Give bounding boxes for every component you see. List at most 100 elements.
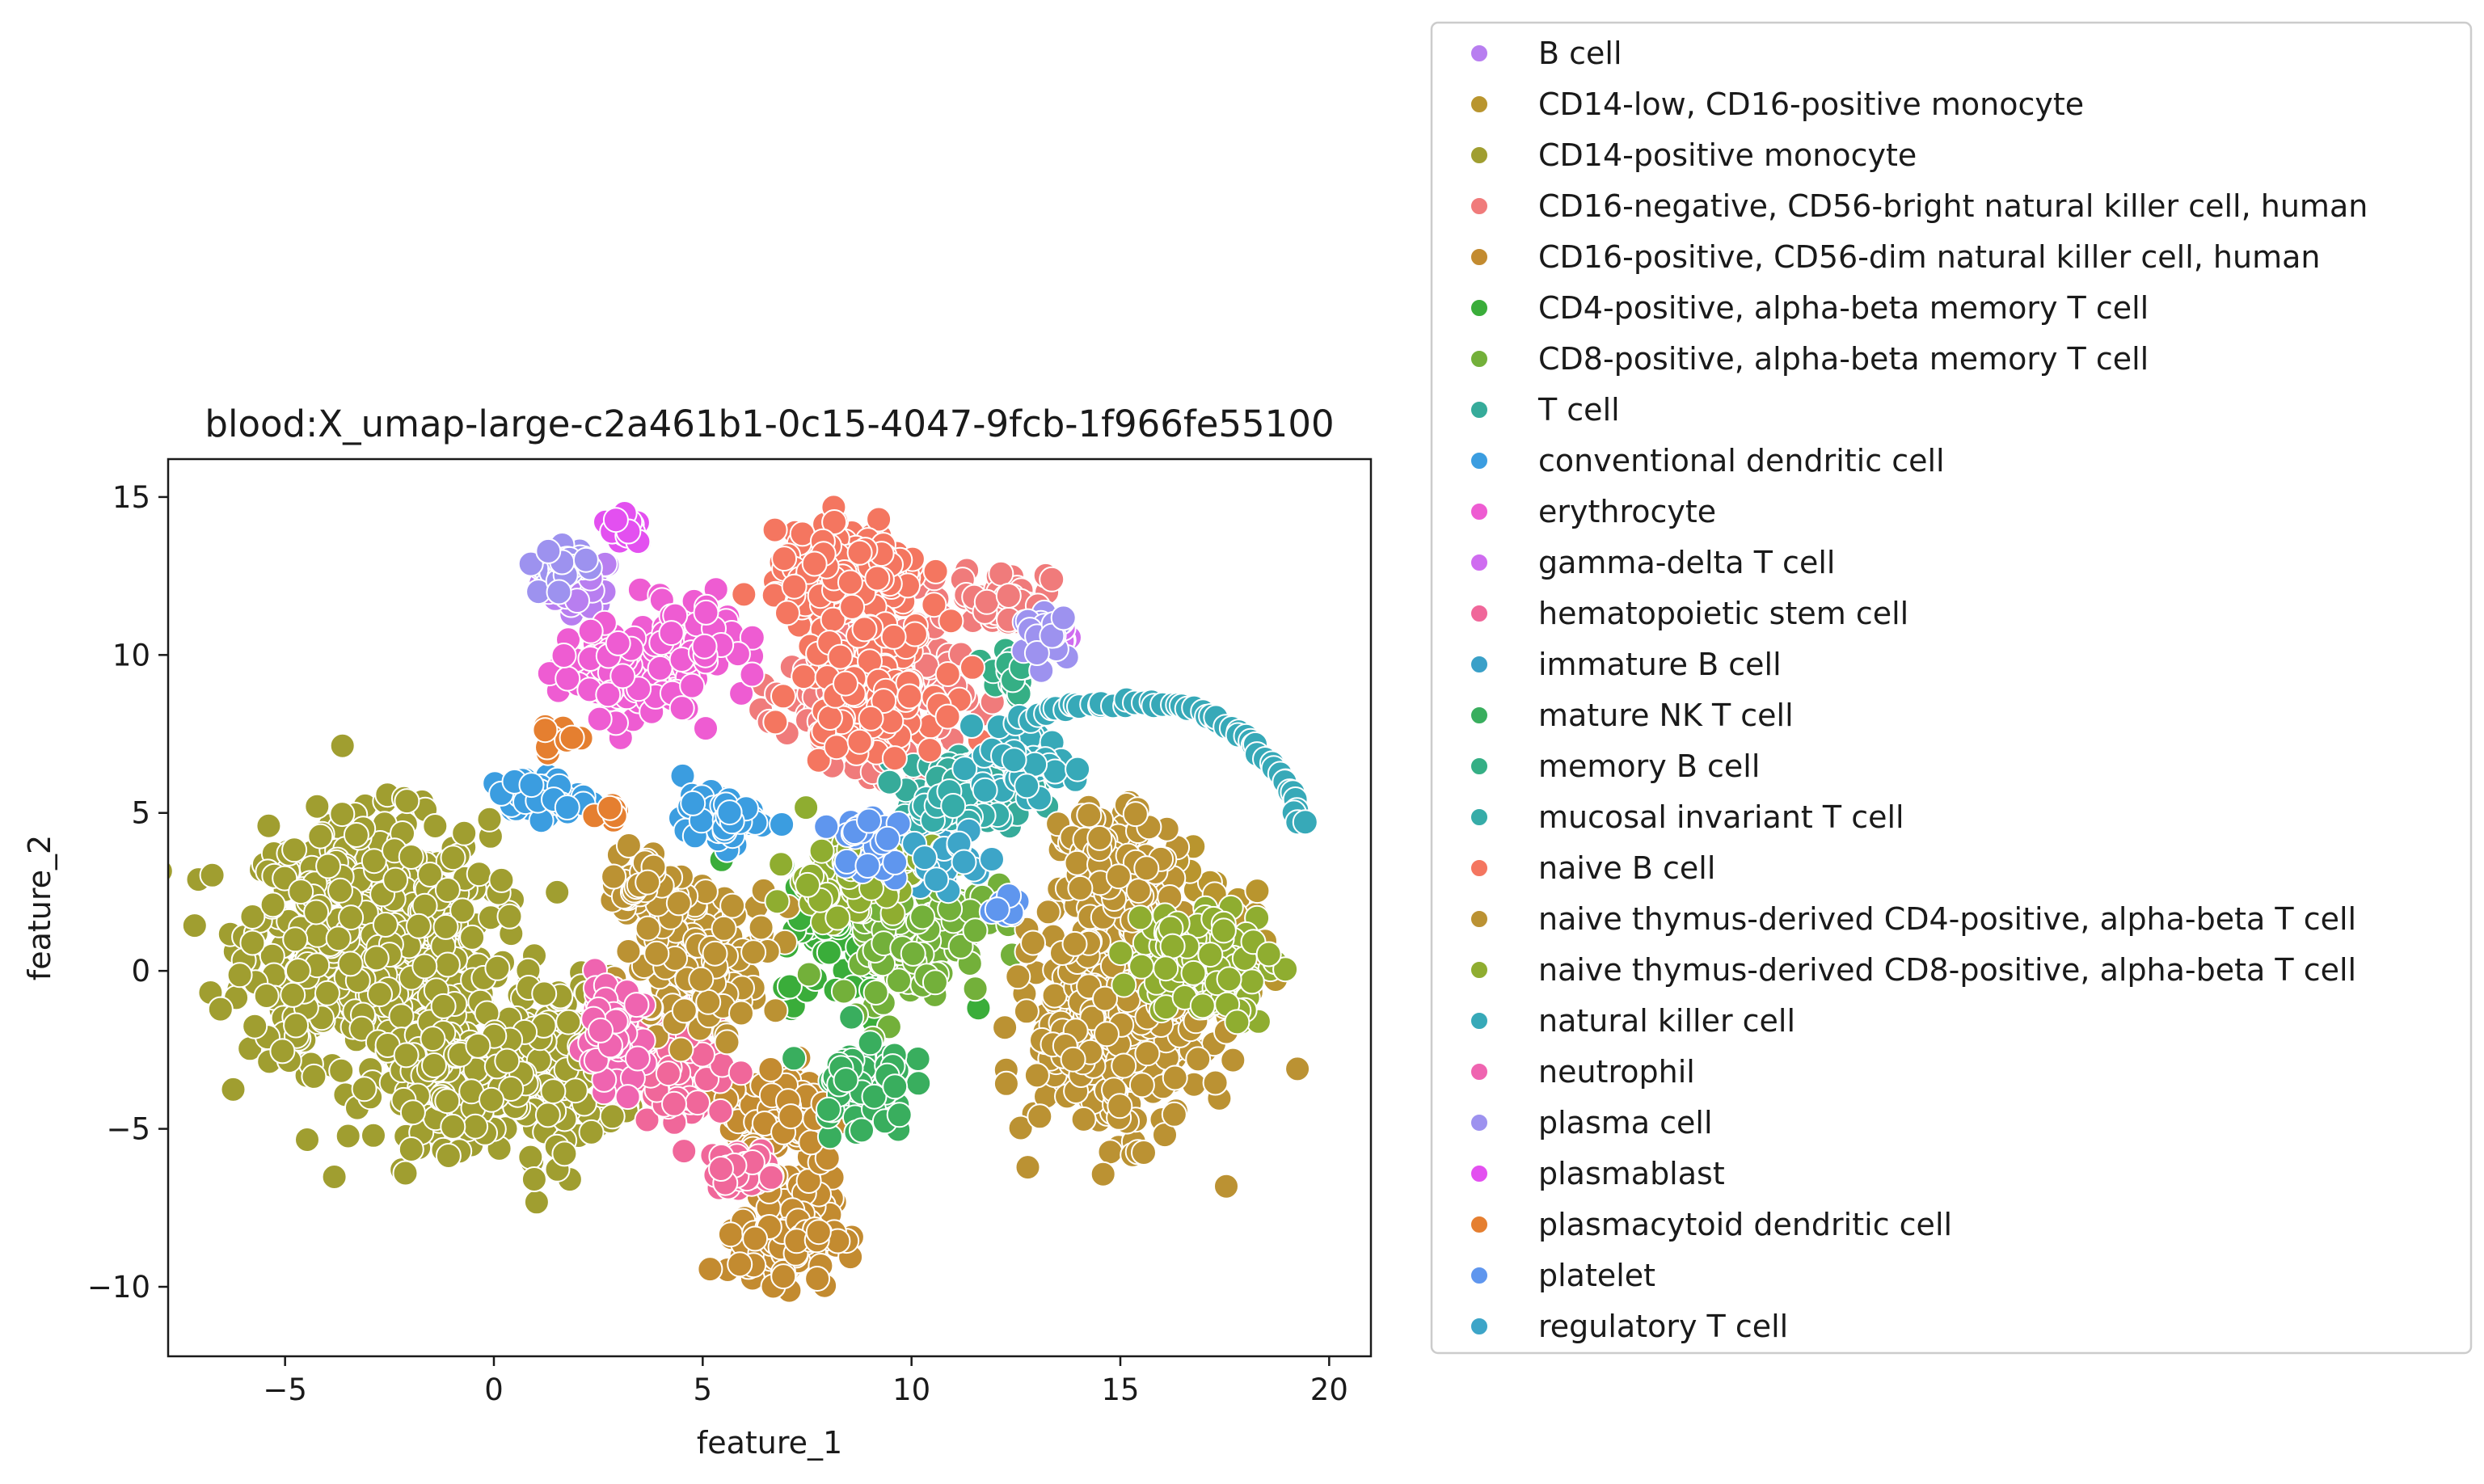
data-point bbox=[880, 623, 907, 650]
data-point bbox=[912, 845, 938, 871]
data-point bbox=[1292, 809, 1318, 836]
data-point bbox=[199, 862, 226, 888]
data-point bbox=[181, 913, 208, 939]
data-point bbox=[959, 713, 985, 739]
data-point bbox=[518, 772, 545, 799]
data-point bbox=[1224, 1009, 1250, 1035]
data-point bbox=[1014, 1154, 1041, 1181]
legend-label: B cell bbox=[1538, 36, 1622, 71]
data-point bbox=[813, 813, 840, 840]
data-point bbox=[934, 703, 961, 730]
data-point bbox=[830, 978, 857, 1005]
series-cd14-positive-monocyte bbox=[168, 732, 656, 1216]
data-point bbox=[392, 1160, 419, 1187]
data-point bbox=[572, 546, 599, 573]
data-point bbox=[876, 769, 903, 795]
data-point bbox=[668, 695, 695, 722]
series-plasmablast bbox=[593, 500, 653, 556]
legend-item: CD16-negative, CD56-bright natural kille… bbox=[1470, 188, 2368, 224]
data-point bbox=[693, 599, 719, 626]
legend-marker bbox=[1470, 1317, 1489, 1336]
data-point bbox=[661, 1090, 687, 1117]
data-point bbox=[325, 925, 352, 952]
legend-marker bbox=[1470, 145, 1489, 165]
legend-item: CD16-positive, CD56-dim natural killer c… bbox=[1470, 239, 2320, 275]
legend-marker bbox=[1470, 909, 1489, 929]
data-point bbox=[363, 945, 390, 972]
data-point bbox=[294, 1127, 320, 1153]
data-point bbox=[283, 1012, 310, 1039]
data-point bbox=[962, 917, 989, 944]
data-point bbox=[1128, 1072, 1155, 1098]
data-point bbox=[984, 896, 1010, 923]
data-point bbox=[496, 903, 523, 930]
data-point bbox=[586, 706, 613, 732]
data-point bbox=[679, 672, 706, 699]
data-point bbox=[922, 558, 949, 584]
data-point bbox=[484, 955, 511, 981]
data-point bbox=[315, 853, 342, 879]
points-layer bbox=[168, 494, 1318, 1304]
data-point bbox=[242, 1013, 268, 1039]
data-point bbox=[862, 980, 889, 1005]
data-point bbox=[823, 734, 850, 761]
y-tick-label: −5 bbox=[106, 1112, 150, 1147]
data-point bbox=[771, 546, 798, 572]
data-point bbox=[1064, 850, 1090, 876]
data-point bbox=[979, 846, 1005, 872]
data-point bbox=[702, 940, 728, 967]
legend-label: neutrophil bbox=[1538, 1054, 1695, 1090]
legend-marker bbox=[1470, 196, 1489, 216]
data-point bbox=[816, 705, 843, 731]
data-point bbox=[1128, 953, 1155, 980]
legend-marker bbox=[1470, 502, 1489, 521]
data-point bbox=[609, 663, 636, 689]
data-point bbox=[517, 1144, 544, 1170]
legend-marker bbox=[1470, 553, 1489, 572]
legend-item: plasmacytoid dendritic cell bbox=[1470, 1207, 1952, 1242]
legend-marker bbox=[1470, 807, 1489, 827]
data-point bbox=[432, 913, 459, 940]
y-tick-label: 10 bbox=[112, 638, 150, 672]
data-point bbox=[1070, 1106, 1097, 1132]
legend-label: naive thymus-derived CD4-positive, alpha… bbox=[1538, 901, 2356, 937]
legend-marker bbox=[1470, 655, 1489, 674]
data-point bbox=[938, 608, 964, 634]
data-point bbox=[905, 1070, 932, 1097]
data-point bbox=[839, 593, 866, 620]
data-point bbox=[856, 807, 882, 834]
data-point bbox=[361, 1122, 386, 1149]
data-point bbox=[685, 1090, 711, 1116]
data-point bbox=[399, 1099, 426, 1126]
data-point bbox=[833, 848, 860, 875]
data-point bbox=[1189, 993, 1216, 1019]
legend-label: regulatory T cell bbox=[1538, 1309, 1788, 1344]
legend-label: plasmablast bbox=[1538, 1156, 1725, 1191]
x-tick-label: 20 bbox=[1310, 1372, 1348, 1407]
data-point bbox=[748, 914, 774, 941]
legend-label: CD16-negative, CD56-bright natural kille… bbox=[1538, 188, 2368, 224]
data-point bbox=[301, 1063, 327, 1090]
x-tick-label: 10 bbox=[892, 1372, 930, 1407]
data-point bbox=[597, 795, 623, 821]
data-point bbox=[1216, 966, 1242, 993]
legend-marker bbox=[1470, 1164, 1489, 1183]
data-point bbox=[1210, 917, 1237, 944]
data-point bbox=[864, 565, 891, 592]
data-point bbox=[168, 860, 174, 882]
data-point bbox=[488, 866, 515, 893]
data-point bbox=[973, 588, 1000, 615]
data-point bbox=[343, 822, 369, 848]
data-point bbox=[367, 981, 393, 1008]
data-point bbox=[259, 892, 286, 918]
data-point bbox=[479, 1086, 504, 1113]
data-point bbox=[757, 1056, 784, 1082]
data-point bbox=[338, 904, 365, 931]
data-point bbox=[578, 1119, 605, 1145]
data-point bbox=[393, 1042, 420, 1069]
data-point bbox=[882, 1073, 909, 1100]
data-point bbox=[1159, 933, 1186, 959]
data-point bbox=[288, 879, 314, 905]
data-point bbox=[635, 915, 661, 942]
